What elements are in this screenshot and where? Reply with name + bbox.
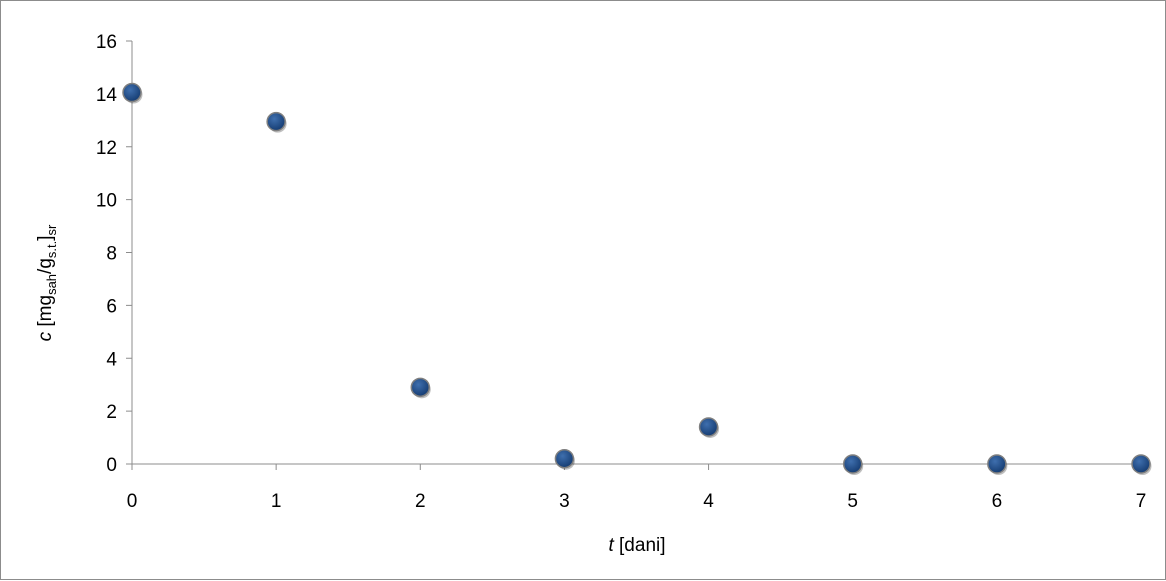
data-point [410,377,431,398]
x-tick-label: 2 [415,491,426,512]
y-tick-label: 6 [106,296,117,317]
y-tick-label: 14 [96,85,118,106]
data-point [554,448,575,469]
x-axis-title: t [dani] [608,535,665,556]
x-tick-label: 7 [1136,491,1147,512]
y-axis-ticks: 0 2 4 6 8 10 12 14 16 [96,32,132,476]
x-tick-label: 1 [271,491,282,512]
data-point [266,111,286,132]
y-tick-label: 0 [106,455,117,476]
x-tick-label: 4 [703,491,714,512]
y-tick-label: 2 [106,402,117,423]
data-point [698,417,719,437]
x-tick-label: 5 [847,491,858,512]
data-points [122,82,1152,475]
y-axis-title: c [mgsah/gs.t.]sr [35,224,59,341]
x-tick-label: 6 [992,491,1003,512]
axes [131,41,1141,465]
y-tick-label: 10 [96,191,117,212]
data-point [987,454,1007,474]
y-tick-label: 8 [106,244,117,265]
data-point [122,82,142,103]
y-tick-label: 4 [106,349,117,370]
x-tick-label: 3 [559,491,570,512]
y-tick-label: 12 [96,138,117,159]
x-tick-label: 0 [127,491,138,512]
data-point [1131,454,1151,474]
y-tick-label: 16 [96,32,117,53]
data-point [842,454,863,474]
x-axis-ticks: 0 1 2 3 4 5 6 7 [127,464,1147,512]
